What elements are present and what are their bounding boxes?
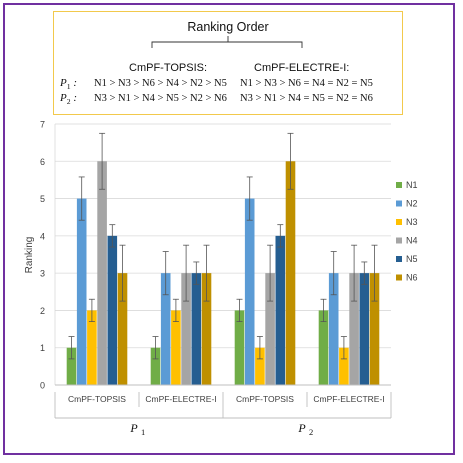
legend-label-n2: N2: [406, 199, 418, 209]
ranking-title: Ranking Order: [187, 20, 269, 34]
y-tick-label: 7: [40, 120, 45, 130]
p2-label: P2 :: [60, 92, 77, 107]
x-category-label: CmPF-ELECTRE-I: [145, 394, 216, 404]
legend-swatch-n6: [396, 274, 402, 281]
legend-swatch-n3: [396, 219, 402, 225]
ranking-bracket: [151, 36, 303, 48]
ranking-order-box: Ranking Order CmPF-TOPSIS: CmPF-ELECTRE-…: [53, 11, 403, 115]
bar-n6: [285, 161, 296, 385]
bar-n6: [369, 273, 380, 385]
bar-n5: [107, 235, 118, 385]
bar-n6: [117, 273, 128, 385]
category-groups: CmPF-TOPSIS CmPF-ELECTRE-I CmPF-TOPSIS CmPF…: [54, 392, 392, 437]
legend-swatch-n5: [396, 256, 402, 262]
legend-label-n1: N1: [406, 180, 418, 190]
bar-n3: [87, 310, 97, 385]
legend-swatch-n1: [396, 182, 402, 188]
y-tick-label: 5: [40, 194, 45, 204]
y-tick-label: 6: [40, 157, 45, 167]
group-label: P: [297, 421, 306, 435]
y-tick-label: 4: [40, 231, 45, 241]
axes: 0 1 2 3 4 5 6 7: [40, 120, 391, 391]
bar-n6: [201, 273, 212, 385]
bar-n4: [181, 273, 191, 385]
bar-n1: [150, 347, 161, 385]
bar-n3: [171, 310, 181, 385]
topsis-header: CmPF-TOPSIS:: [129, 62, 208, 74]
bar-n2: [328, 273, 339, 385]
p2-topsis-order: N3 > N1 > N4 > N5 > N2 > N6: [94, 93, 227, 104]
legend-swatch-n2: [396, 200, 402, 207]
bar-n3: [339, 347, 349, 385]
group-label-subscript: 2: [309, 427, 313, 437]
bar-n5: [191, 273, 202, 385]
legend-label-n4: N4: [406, 236, 418, 246]
bar-n2: [244, 198, 255, 385]
bar-n1: [234, 310, 245, 385]
bar-n4: [97, 161, 107, 385]
bar-n2: [160, 273, 171, 385]
bar-n5: [275, 235, 286, 385]
bar-n2: [76, 198, 87, 385]
legend-swatch-n4: [396, 237, 402, 244]
bar-n4: [265, 273, 275, 385]
y-tick-label: 0: [40, 381, 45, 391]
p1-topsis-order: N1 > N3 > N6 > N4 > N2 > N5: [94, 78, 227, 89]
x-category-label: CmPF-TOPSIS: [68, 394, 126, 404]
y-tick-label: 1: [40, 343, 45, 353]
x-category-label: CmPF-TOPSIS: [236, 394, 294, 404]
p1-label: P1 :: [60, 77, 77, 92]
y-axis-label: Ranking: [24, 237, 35, 274]
bar-n5: [359, 273, 370, 385]
bar-n3: [255, 347, 265, 385]
group-label: P: [129, 421, 138, 435]
bar-n1: [66, 347, 77, 385]
y-tick-label: 3: [40, 269, 45, 279]
x-category-label: CmPF-ELECTRE-I: [313, 394, 384, 404]
bar-n4: [349, 273, 359, 385]
y-tick-label: 2: [40, 306, 45, 316]
electre-header: CmPF-ELECTRE-I:: [254, 62, 350, 74]
bars: [66, 132, 380, 385]
legend-label-n3: N3: [406, 217, 418, 227]
bar-n1: [318, 310, 329, 385]
group-label-subscript: 1: [141, 427, 145, 437]
legend-label-n6: N6: [406, 273, 418, 283]
p1-electre-order: N1 > N3 > N6 = N4 = N2 = N5: [240, 78, 373, 89]
legend: N1 N2 N3 N4 N5 N6: [396, 180, 418, 283]
p2-electre-order: N3 > N1 > N4 = N5 = N2 = N6: [240, 93, 373, 104]
legend-label-n5: N5: [406, 254, 418, 264]
